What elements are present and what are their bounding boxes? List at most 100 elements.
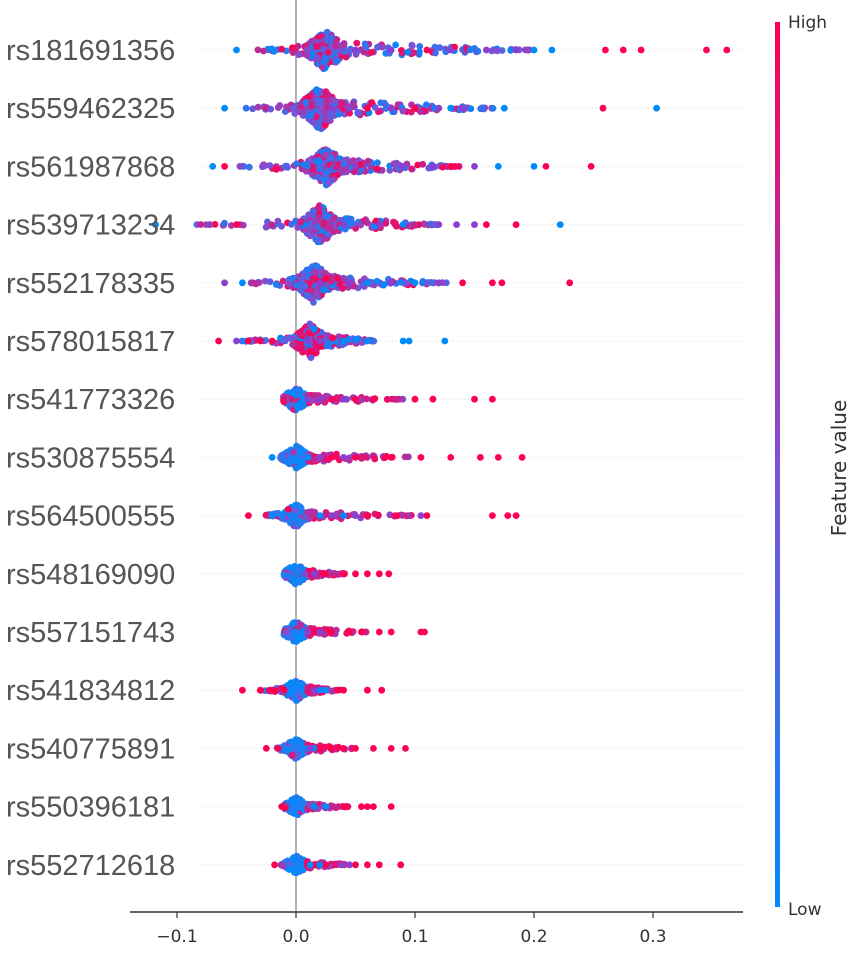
shap-point-high [340, 803, 347, 810]
shap-point [276, 102, 284, 109]
shap-point-high [245, 337, 252, 345]
feature-label: rs564500555 [6, 501, 175, 533]
shap-point-mid [447, 46, 455, 54]
shap-point [306, 508, 313, 516]
shap-point [321, 269, 329, 277]
shap-point-high [429, 395, 437, 403]
x-tick-label: 0.3 [639, 927, 666, 947]
shap-point [305, 211, 312, 219]
shap-point [288, 806, 296, 814]
shap-point [419, 160, 427, 168]
shap-point-high [387, 745, 395, 752]
shap-point [304, 162, 311, 170]
shap-point [377, 99, 385, 107]
shap-point [323, 224, 331, 232]
shap-point-low [221, 104, 229, 112]
shap-point [322, 88, 330, 96]
shap-point [311, 508, 319, 516]
shap-point [228, 222, 235, 229]
shap-point-mid [304, 395, 312, 403]
shap-point [391, 395, 399, 403]
shap-point [367, 49, 375, 56]
shap-point [289, 274, 297, 282]
shap-point-high [328, 628, 336, 636]
shap-point-low [530, 163, 538, 170]
shap-point [306, 232, 314, 240]
shap-point [242, 104, 250, 112]
shap-point [299, 634, 306, 641]
colorbar-low-label: Low [788, 900, 822, 920]
shap-point [315, 205, 323, 213]
shap-point [287, 455, 295, 462]
shap-point-low [310, 803, 318, 810]
shap-point-high [346, 628, 353, 636]
shap-point [373, 277, 381, 285]
shap-point [403, 279, 410, 287]
shap-point [370, 337, 378, 345]
shap-point-mid [453, 221, 460, 229]
shap-point-mid [483, 46, 490, 54]
shap-point [312, 236, 320, 243]
shap-point-low [653, 104, 660, 112]
shap-point [312, 345, 319, 353]
shap-point [289, 341, 296, 348]
shap-point [340, 160, 348, 168]
shap-point [408, 165, 415, 173]
shap-point-high [397, 861, 405, 869]
shap-point [294, 564, 302, 572]
shap-point-mid [459, 104, 466, 112]
shap-point [306, 347, 313, 355]
shap-point [291, 799, 299, 807]
shap-point [342, 48, 350, 55]
shap-point-high [334, 686, 341, 694]
shap-point [314, 43, 322, 50]
shap-point [254, 103, 262, 111]
shap-point [301, 282, 309, 290]
shap-point-high [411, 395, 419, 403]
shap-point [297, 519, 304, 527]
shap-point-high [262, 745, 270, 752]
shap-point [280, 396, 288, 404]
shap-point [297, 504, 305, 512]
shap-point-high [340, 570, 347, 578]
shap-point [278, 222, 285, 230]
shap-point [342, 53, 350, 61]
shap-point-high [387, 628, 395, 636]
shap-point-mid [512, 46, 520, 54]
shap-point-mid [346, 279, 353, 287]
shap-point [401, 453, 409, 461]
shap-point-low [316, 861, 324, 869]
feature-label: rs539713234 [6, 210, 175, 242]
shap-point [329, 334, 336, 342]
shap-point-mid [316, 337, 324, 345]
shap-point [321, 213, 329, 221]
shap-point [394, 165, 402, 173]
shap-point-mid [387, 279, 395, 287]
shap-points [152, 28, 731, 877]
shap-point-high [471, 395, 478, 403]
shap-point-mid [435, 221, 443, 229]
shap-point [279, 277, 287, 285]
shap-point [325, 49, 332, 56]
shap-point-mid [346, 861, 353, 869]
shap-point-low [340, 512, 347, 519]
shap-point [347, 219, 354, 227]
shap-point-low [239, 279, 246, 287]
shap-point [283, 103, 290, 111]
shap-point [390, 218, 397, 226]
shap-point [292, 501, 299, 509]
feature-label: rs530875554 [6, 442, 175, 474]
shap-point-mid [375, 221, 383, 229]
shap-point [294, 224, 302, 231]
shap-point [313, 54, 321, 62]
shap-point-high [271, 861, 278, 869]
shap-point-mid [316, 279, 324, 287]
shap-point [357, 221, 364, 229]
shap-point [416, 43, 424, 50]
shap-point-mid [316, 454, 324, 461]
shap-point [307, 112, 314, 119]
colorbar: High Low Feature value [775, 13, 851, 920]
feature-label: rs548169090 [6, 559, 175, 591]
shap-point [315, 173, 322, 181]
